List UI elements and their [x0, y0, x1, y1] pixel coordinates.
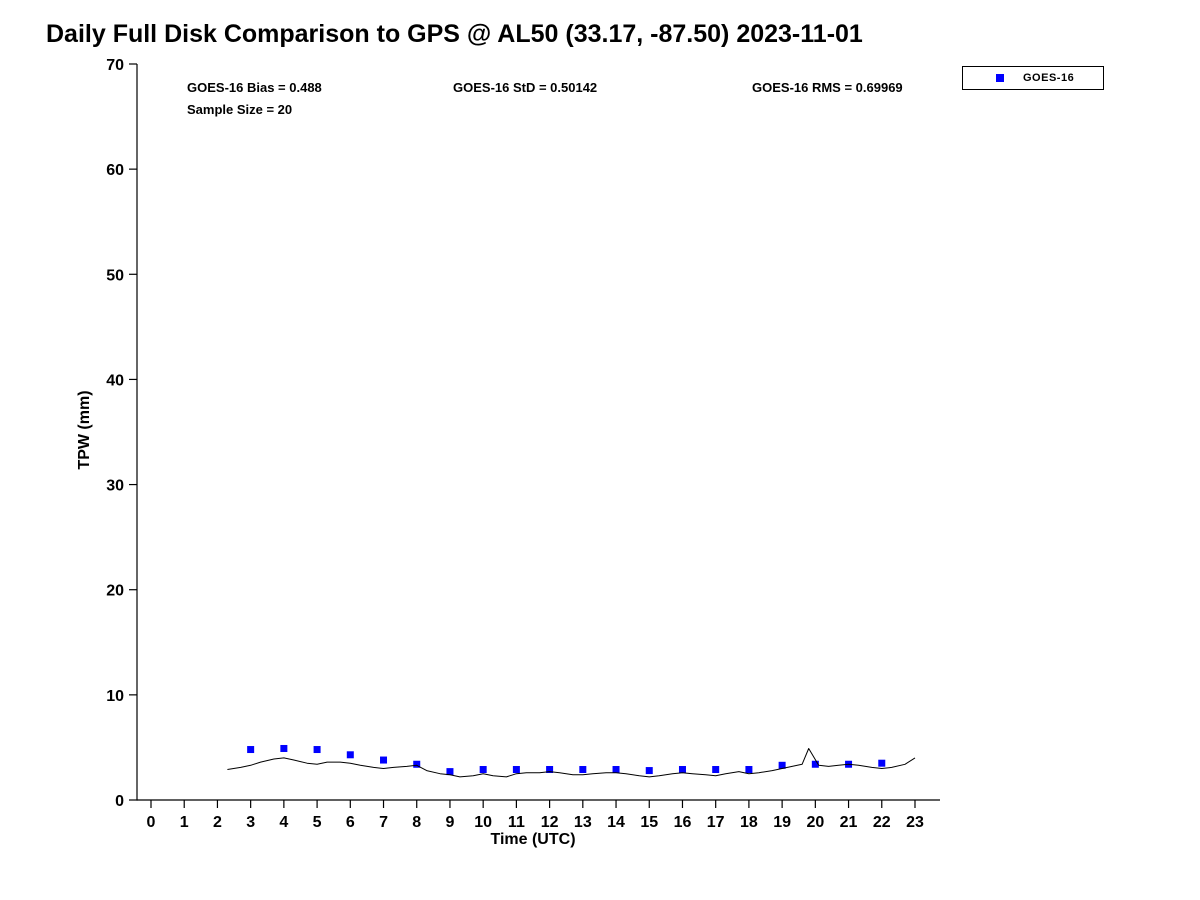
goes16-marker — [546, 766, 554, 774]
goes16-marker — [512, 766, 520, 774]
gps-line — [227, 748, 916, 778]
y-tick-label: 30 — [106, 478, 124, 495]
y-tick-label: 10 — [106, 688, 124, 705]
goes16-marker — [380, 756, 388, 764]
x-tick-label: 4 — [279, 814, 288, 831]
x-tick-label: 18 — [740, 814, 758, 831]
x-tick-label: 2 — [213, 814, 222, 831]
legend-entry-label: GOES-16 — [1023, 72, 1075, 84]
goes16-marker — [247, 746, 255, 754]
goes16-marker — [413, 760, 421, 768]
annotation-std: GOES-16 StD = 0.50142 — [453, 80, 598, 95]
goes16-marker — [778, 761, 786, 769]
x-tick-label: 14 — [607, 814, 625, 831]
goes16-marker — [678, 766, 686, 774]
y-tick-label: 40 — [106, 372, 124, 389]
x-tick-label: 8 — [412, 814, 421, 831]
y-tick-label: 60 — [106, 162, 124, 179]
goes16-marker — [878, 759, 886, 767]
x-tick-label: 12 — [541, 814, 559, 831]
x-tick-label: 21 — [840, 814, 858, 831]
annotation-rms: GOES-16 RMS = 0.69969 — [752, 80, 903, 95]
annotation-bias: GOES-16 Bias = 0.488 — [187, 80, 322, 95]
x-tick-label: 0 — [147, 814, 156, 831]
annotation-sample-size: Sample Size = 20 — [187, 102, 293, 117]
x-tick-label: 10 — [474, 814, 492, 831]
x-tick-label: 3 — [246, 814, 255, 831]
x-tick-label: 15 — [640, 814, 658, 831]
x-tick-label: 22 — [873, 814, 891, 831]
x-tick-label: 13 — [574, 814, 592, 831]
goes16-marker — [313, 746, 321, 754]
goes16-marker — [446, 768, 454, 776]
legend: GOES-16 — [962, 66, 1104, 90]
y-tick-label: 0 — [115, 793, 124, 810]
x-tick-label: 23 — [906, 814, 924, 831]
y-axis-label: TPW (mm) — [76, 390, 93, 470]
x-tick-label: 1 — [180, 814, 189, 831]
y-tick-label: 50 — [106, 267, 124, 284]
goes16-marker — [811, 760, 819, 768]
goes16-marker — [745, 766, 753, 774]
goes16-marker — [612, 766, 620, 774]
x-tick-label: 6 — [346, 814, 355, 831]
goes16-legend-marker-icon — [996, 74, 1004, 82]
goes16-marker — [579, 766, 587, 774]
x-tick-label: 7 — [379, 814, 388, 831]
x-axis-label: Time (UTC) — [490, 831, 576, 848]
goes16-marker — [346, 751, 354, 759]
goes16-marker — [645, 767, 653, 775]
y-tick-label: 20 — [106, 583, 124, 600]
goes16-marker — [712, 766, 720, 774]
x-tick-label: 17 — [707, 814, 725, 831]
goes16-marker — [479, 766, 487, 774]
x-tick-label: 11 — [508, 814, 525, 831]
x-tick-label: 9 — [445, 814, 454, 831]
chart-title: Daily Full Disk Comparison to GPS @ AL50… — [46, 20, 863, 48]
x-tick-label: 20 — [806, 814, 824, 831]
x-tick-label: 19 — [773, 814, 791, 831]
goes16-marker — [280, 744, 288, 752]
y-tick-label: 70 — [106, 57, 124, 74]
x-tick-label: 5 — [313, 814, 322, 831]
x-tick-label: 16 — [674, 814, 692, 831]
